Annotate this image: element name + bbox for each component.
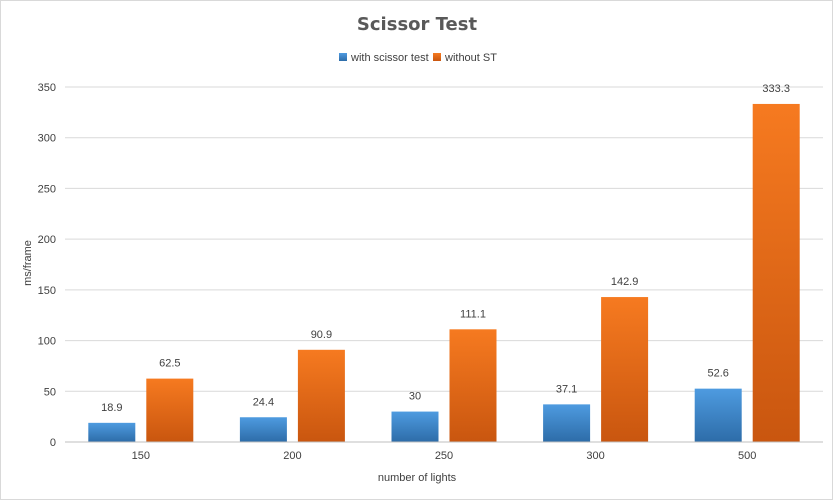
data-label: 24.4 (253, 396, 274, 408)
y-tick-label: 250 (38, 183, 56, 195)
x-tick-label: 300 (586, 450, 604, 462)
y-tick-label: 300 (38, 133, 56, 145)
legend-label-with-scissor-test: with scissor test (350, 52, 429, 64)
bar-with-scissor-test (88, 422, 136, 442)
legend: with scissor test without ST (339, 52, 497, 64)
y-tick-label: 0 (50, 437, 56, 449)
y-tick-label: 200 (38, 234, 56, 246)
bars (88, 103, 800, 442)
bar-without-st (146, 378, 194, 442)
data-label: 111.1 (460, 308, 486, 320)
data-label: 62.5 (159, 358, 180, 370)
bar-with-scissor-test (543, 404, 591, 442)
data-label: 142.9 (611, 276, 639, 288)
y-tick-label: 350 (38, 82, 56, 94)
data-label: 30 (409, 391, 421, 403)
data-labels: 18.9 62.5 24.4 90.9 30 111.1 37.1 142.9 52.6 333.… (101, 83, 790, 414)
y-tick-label: 150 (38, 285, 56, 297)
bar-without-st (297, 349, 345, 442)
data-label: 18.9 (101, 402, 122, 414)
chart-title: Scissor Test (357, 14, 478, 35)
x-tick-label: 200 (283, 450, 301, 462)
x-tick-label: 250 (435, 450, 453, 462)
x-axis-ticks: 150 200 250 300 500 (132, 450, 757, 462)
bar-without-st (601, 297, 649, 442)
y-tick-label: 100 (38, 336, 56, 348)
bar-with-scissor-test (694, 388, 742, 442)
bar-with-scissor-test (391, 411, 439, 442)
y-tick-label: 50 (44, 386, 56, 398)
bar-with-scissor-test (239, 417, 287, 442)
bar-without-st (449, 329, 497, 442)
x-tick-label: 150 (132, 450, 150, 462)
bar-without-st (752, 103, 800, 442)
x-axis-label: number of lights (378, 472, 457, 484)
y-axis-ticks: 0 50 100 150 200 250 300 350 (38, 82, 56, 449)
x-tick-label: 500 (738, 450, 756, 462)
data-label: 52.6 (707, 368, 728, 380)
legend-label-without-st: without ST (444, 52, 497, 64)
gridlines (65, 86, 823, 392)
data-label: 90.9 (311, 329, 332, 341)
data-label: 333.3 (762, 83, 790, 95)
data-label: 37.1 (556, 383, 577, 395)
legend-swatch-with-scissor-test (339, 53, 347, 61)
y-axis-label: ms/frame (22, 240, 34, 286)
legend-swatch-without-st (433, 53, 441, 61)
